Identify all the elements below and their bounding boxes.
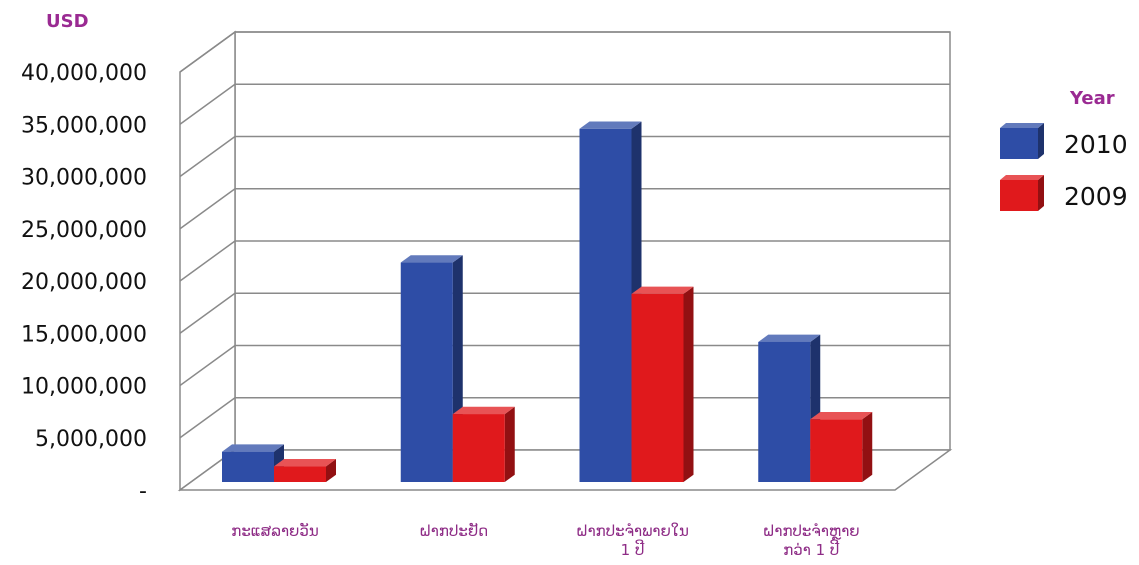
legend-swatch <box>1000 180 1038 211</box>
y-tick-label: 30,000,000 <box>21 166 147 191</box>
bar-front <box>758 341 811 482</box>
bar-side <box>504 406 515 482</box>
y-tick-label: 10,000,000 <box>21 375 147 400</box>
chart-gridlines <box>179 31 950 439</box>
bar-front <box>222 451 274 482</box>
legend-item-2010: 2010 <box>1000 123 1128 159</box>
bar-2010-0 <box>222 444 284 482</box>
x-category-label: ກະແສລາຍວັນ <box>231 521 318 540</box>
y-axis-ticks: - 5,000,000 10,000,000 15,000,000 20,000,000… <box>21 61 147 504</box>
legend-swatch-top <box>1000 175 1044 180</box>
bar-2010-2 <box>579 121 642 483</box>
bar-front <box>579 128 632 483</box>
legend-swatch-side <box>1038 175 1044 211</box>
legend-label: 2010 <box>1064 130 1128 159</box>
bar-side <box>862 412 873 482</box>
legend-swatch <box>1000 128 1038 159</box>
y-tick-label: 20,000,000 <box>21 270 147 295</box>
bar-top <box>810 412 873 420</box>
gridline <box>179 83 950 125</box>
bar-top <box>579 121 642 129</box>
x-category-label: ຝາກປະຈຳພາຍໃນ 1 ປີ <box>576 522 689 559</box>
legend-swatch-top <box>1000 123 1044 128</box>
bar-top <box>758 334 821 342</box>
bar-2009-3 <box>810 412 873 482</box>
bar-2009-2 <box>631 286 694 482</box>
x-axis-categories: ກະແສລາຍວັນ ຝາກປະຢັດ ຝາກປະຈຳພາຍໃນ 1 ປີ ຝາກປະຈ… <box>231 521 859 559</box>
y-tick-label: 40,000,000 <box>21 61 147 86</box>
bar-top <box>222 444 284 452</box>
chart-bars <box>222 121 873 483</box>
bar-front <box>631 293 684 482</box>
gridline <box>179 31 950 73</box>
y-tick-label: 25,000,000 <box>21 218 147 243</box>
gridline <box>179 188 950 230</box>
bar-top <box>400 255 463 263</box>
y-tick-label: 15,000,000 <box>21 322 147 347</box>
legend-swatch-side <box>1038 123 1044 159</box>
gridline <box>179 135 950 178</box>
gridline <box>179 344 950 387</box>
y-tick-label: - <box>139 479 147 504</box>
gridline <box>179 397 950 439</box>
y-tick-label: 35,000,000 <box>21 113 147 138</box>
gridline <box>179 240 950 282</box>
x-category-label: ຝາກປະຢັດ <box>419 521 488 540</box>
legend-label: 2009 <box>1064 182 1128 211</box>
bar-side <box>683 286 694 482</box>
legend: Year 2010 2009 <box>1000 88 1128 211</box>
y-axis-unit-label: USD <box>46 11 89 32</box>
legend-item-2009: 2009 <box>1000 175 1128 211</box>
chart-floor <box>177 449 953 491</box>
bar-top <box>274 459 336 467</box>
legend-title: Year <box>1069 88 1115 109</box>
bar-side <box>326 459 336 482</box>
gridline <box>179 292 950 334</box>
bar-top <box>452 406 515 415</box>
bar-front <box>810 419 863 482</box>
bar-top <box>631 286 694 294</box>
bar-front <box>452 414 505 482</box>
y-tick-label: 5,000,000 <box>35 427 147 452</box>
bar-front <box>400 262 453 482</box>
bar-2009-0 <box>274 459 336 482</box>
bar-front <box>274 466 326 482</box>
bar-2009-1 <box>452 406 515 482</box>
x-category-label: ຝາກປະຈຳຫຼາຍກວ່າ 1 ປີ <box>763 522 860 559</box>
